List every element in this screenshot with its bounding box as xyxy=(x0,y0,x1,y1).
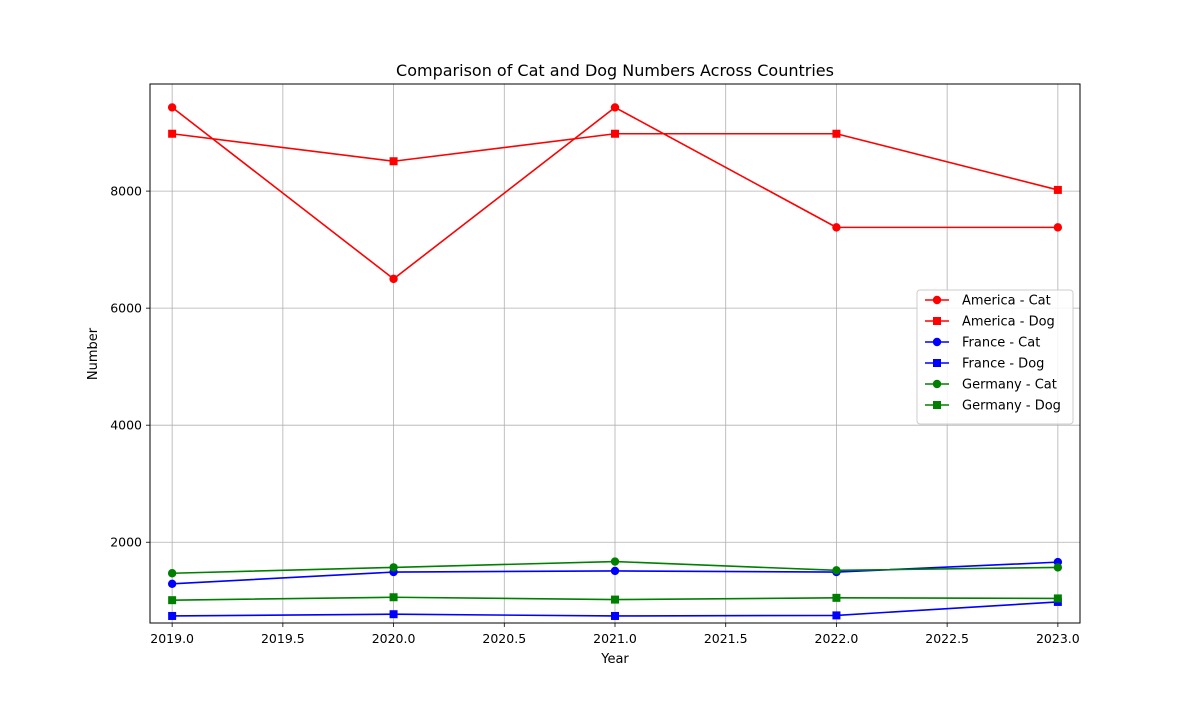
x-tick-label: 2021.0 xyxy=(593,631,637,646)
axis-ticks: 2019.0 2019.5 2020.0 2020.5 2021.0 2021.5 2022… xyxy=(110,184,1080,646)
y-tick-label: 8000 xyxy=(110,184,142,199)
legend-label: France - Dog xyxy=(962,357,1044,372)
data-point xyxy=(832,611,841,620)
data-point xyxy=(610,557,620,566)
data-point xyxy=(389,274,398,284)
x-tick-label: 2022.5 xyxy=(925,631,969,646)
legend: America - Cat America - Dog France - Cat Fr… xyxy=(916,289,1074,425)
legend-label: Germany - Cat xyxy=(962,378,1057,393)
legend-swatch-marker xyxy=(933,359,941,367)
legend-box xyxy=(916,289,1074,425)
series-germany-dog xyxy=(168,593,1062,605)
legend-label: America - Dog xyxy=(962,315,1055,330)
data-point xyxy=(832,223,841,232)
chart-title: Comparison of Cat and Dog Numbers Across… xyxy=(396,61,834,80)
legend-item: Germany - Cat xyxy=(925,378,1057,393)
series-america-dog xyxy=(168,129,1062,194)
x-tick-label: 2020.5 xyxy=(482,631,526,646)
data-point xyxy=(611,611,619,620)
series-group xyxy=(167,103,1063,620)
legend-item: America - Dog xyxy=(925,315,1055,330)
data-point xyxy=(1053,594,1062,603)
data-point xyxy=(832,593,841,602)
y-axis-label: Number xyxy=(86,327,101,380)
series-germany-cat xyxy=(167,557,1063,578)
legend-swatch-marker xyxy=(932,337,942,347)
x-tick-label: 2020.0 xyxy=(372,631,416,646)
legend-swatch-marker xyxy=(932,379,942,389)
data-point xyxy=(832,129,841,138)
x-tick-label: 2021.5 xyxy=(704,631,748,646)
data-point xyxy=(168,611,177,620)
legend-label: Germany - Dog xyxy=(962,399,1061,414)
legend-item: France - Dog xyxy=(925,357,1044,372)
data-point xyxy=(1053,563,1063,572)
data-point xyxy=(389,157,398,166)
data-point xyxy=(1053,185,1062,194)
data-point xyxy=(389,593,398,602)
legend-item: France - Cat xyxy=(925,336,1040,351)
legend-label: France - Cat xyxy=(962,336,1040,351)
legend-swatch-marker xyxy=(932,295,942,305)
legend-item: America - Cat xyxy=(925,294,1051,309)
x-tick-label: 2022.0 xyxy=(815,631,859,646)
data-point xyxy=(610,103,620,112)
data-point xyxy=(168,596,177,605)
data-point xyxy=(832,566,841,575)
x-axis-label: Year xyxy=(600,652,629,667)
y-tick-label: 4000 xyxy=(110,418,142,433)
data-point xyxy=(389,563,398,572)
data-point xyxy=(167,103,177,112)
x-tick-label: 2019.0 xyxy=(150,631,194,646)
legend-label: America - Cat xyxy=(962,294,1051,309)
data-point xyxy=(168,129,177,138)
data-point xyxy=(610,566,620,576)
data-point xyxy=(1053,223,1063,232)
y-tick-label: 2000 xyxy=(110,535,142,550)
x-tick-label: 2023.0 xyxy=(1036,631,1080,646)
data-point xyxy=(611,595,619,604)
data-point xyxy=(611,129,619,138)
series-america-cat xyxy=(167,103,1063,284)
legend-swatch-marker xyxy=(933,317,941,325)
y-tick-label: 6000 xyxy=(110,301,142,316)
data-point xyxy=(167,569,177,578)
x-tick-label: 2019.5 xyxy=(261,631,305,646)
data-point xyxy=(167,579,177,588)
legend-swatch-marker xyxy=(933,401,941,409)
data-point xyxy=(389,610,398,619)
legend-item: Germany - Dog xyxy=(925,399,1061,414)
